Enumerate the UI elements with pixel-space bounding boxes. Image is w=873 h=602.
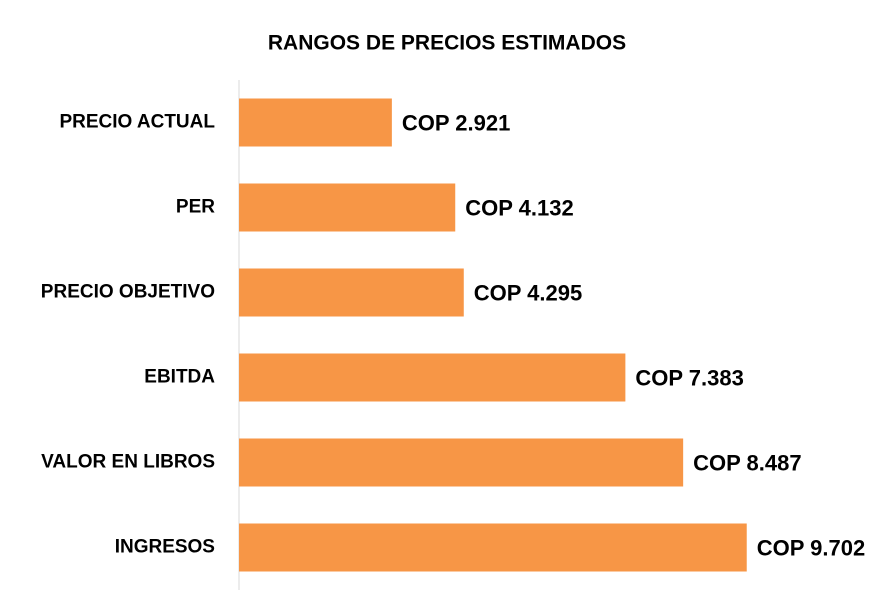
- y-tick-label: EBITDA: [144, 367, 215, 388]
- value-label: COP 4.132: [465, 195, 573, 220]
- value-label: COP 9.702: [757, 535, 865, 560]
- bar: [239, 353, 626, 402]
- value-label: COP 2.921: [402, 110, 510, 135]
- bar: [239, 523, 747, 572]
- value-label: COP 7.383: [635, 365, 743, 390]
- y-tick-label: VALOR EN LIBROS: [41, 452, 215, 473]
- y-tick-label: PER: [176, 197, 215, 218]
- chart-title: RANGOS DE PRECIOS ESTIMADOS: [268, 32, 626, 55]
- y-tick-label: PRECIO ACTUAL: [59, 112, 215, 133]
- bar: [239, 438, 684, 487]
- value-label: COP 8.487: [693, 450, 801, 475]
- y-tick-label: INGRESOS: [115, 537, 215, 558]
- value-label: COP 4.295: [474, 280, 582, 305]
- bar: [239, 98, 392, 147]
- bar: [239, 183, 456, 232]
- bar: [239, 268, 464, 317]
- y-tick-label: PRECIO OBJETIVO: [41, 282, 215, 303]
